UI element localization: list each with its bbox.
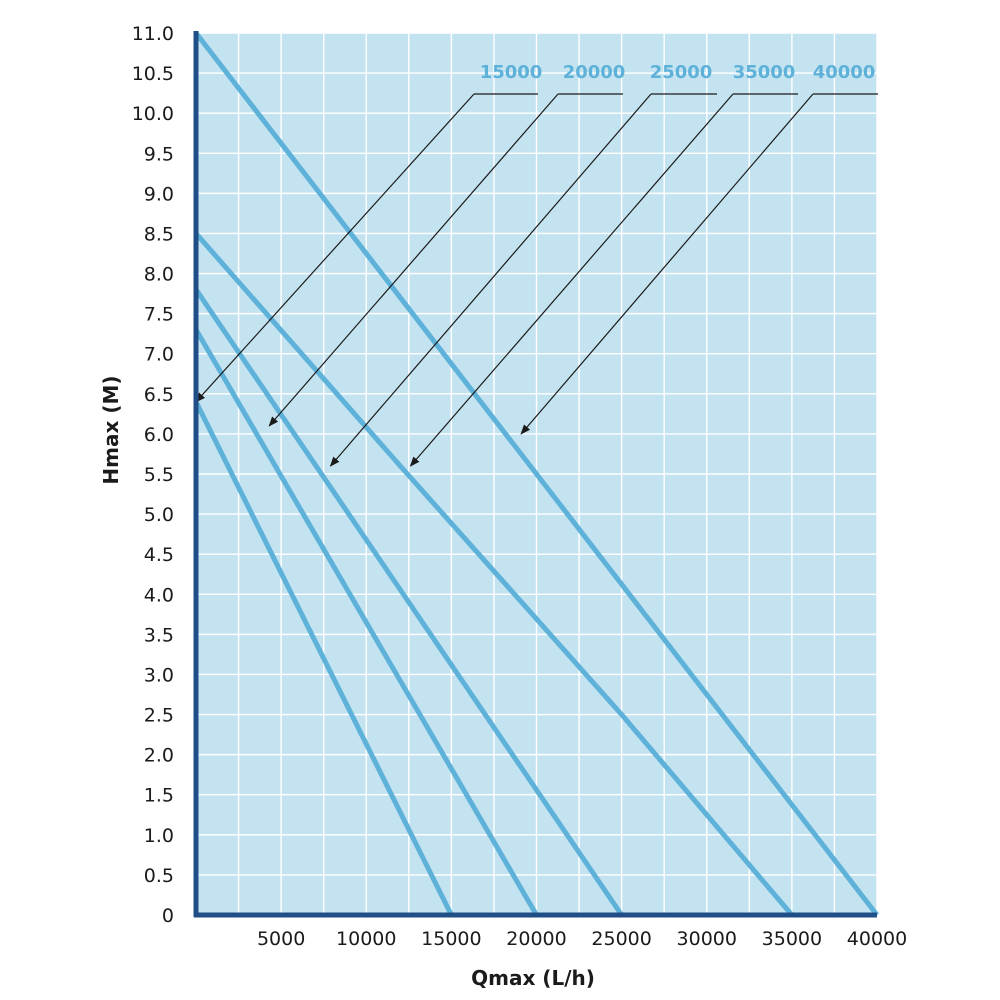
y-tick-label: 2.0 (144, 745, 174, 767)
y-tick-label: 9.5 (144, 143, 174, 165)
legend-arrow-25000 (329, 93, 652, 467)
y-tick-label: 7.0 (144, 344, 174, 366)
y-tick-label: 8.5 (144, 223, 174, 245)
y-tick-label: 10.5 (132, 63, 174, 85)
y-axis-title: Hmax (M) (99, 375, 123, 484)
y-tick-label: 6.0 (144, 424, 174, 446)
y-tick-label: 4.0 (144, 584, 174, 606)
y-tick-label: 0.5 (144, 865, 174, 887)
legend-arrow-15000 (195, 93, 475, 403)
y-tick-label: 7.5 (144, 304, 174, 326)
series-line-40000 (194, 31, 879, 917)
x-tick-label: 10000 (336, 928, 396, 950)
x-tick-label: 20000 (506, 928, 566, 950)
x-tick-label: 15000 (421, 928, 481, 950)
legend-label-25000: 25000 (650, 62, 713, 83)
x-tick-label: 30000 (677, 928, 737, 950)
y-tick-label: 8.0 (144, 264, 174, 286)
legend-arrow-20000 (268, 93, 559, 427)
y-tick-label: 10.0 (132, 103, 174, 125)
axes (193, 31, 877, 918)
legend-label-15000: 15000 (480, 62, 543, 83)
legend-arrow-35000 (409, 93, 734, 467)
y-tick-label: 1.0 (144, 825, 174, 847)
y-tick-label: 5.0 (144, 504, 174, 526)
legend-pointers (195, 93, 878, 467)
y-tick-label: 3.5 (144, 624, 174, 646)
x-tick-label: 35000 (762, 928, 822, 950)
y-tick-label: 9.0 (144, 183, 174, 205)
y-tick-label: 0 (162, 905, 174, 927)
y-tick-labels: 0 0.5 1.0 1.5 2.0 2.5 3.0 3.5 4.0 4.5 5.0 5.5 6.0 6.5… (132, 23, 174, 927)
x-axis-title: Qmax (L/h) (471, 966, 595, 990)
y-tick-label: 2.5 (144, 705, 174, 727)
x-tick-label: 5000 (257, 928, 305, 950)
series-lines (193, 31, 879, 917)
y-tick-label: 3.0 (144, 664, 174, 686)
series-line-20000 (193, 328, 539, 917)
y-tick-label: 1.5 (144, 785, 174, 807)
series-line-25000 (193, 288, 624, 917)
legend-label-40000: 40000 (813, 62, 876, 83)
legend-label-35000: 35000 (733, 62, 796, 83)
x-tick-label: 25000 (591, 928, 651, 950)
series-line-35000 (194, 231, 794, 917)
y-tick-label: 4.5 (144, 544, 174, 566)
y-tick-label: 6.5 (144, 384, 174, 406)
series-line-15000 (193, 400, 454, 917)
y-tick-label: 5.5 (144, 464, 174, 486)
legend-arrow-40000 (520, 93, 814, 435)
y-tick-label: 11.0 (132, 23, 174, 45)
x-tick-labels: 5000 10000 15000 20000 25000 30000 35000 40000 (257, 928, 907, 950)
legend: 15000 20000 25000 35000 40000 (480, 62, 876, 83)
x-tick-label: 40000 (847, 928, 907, 950)
legend-label-20000: 20000 (563, 62, 626, 83)
